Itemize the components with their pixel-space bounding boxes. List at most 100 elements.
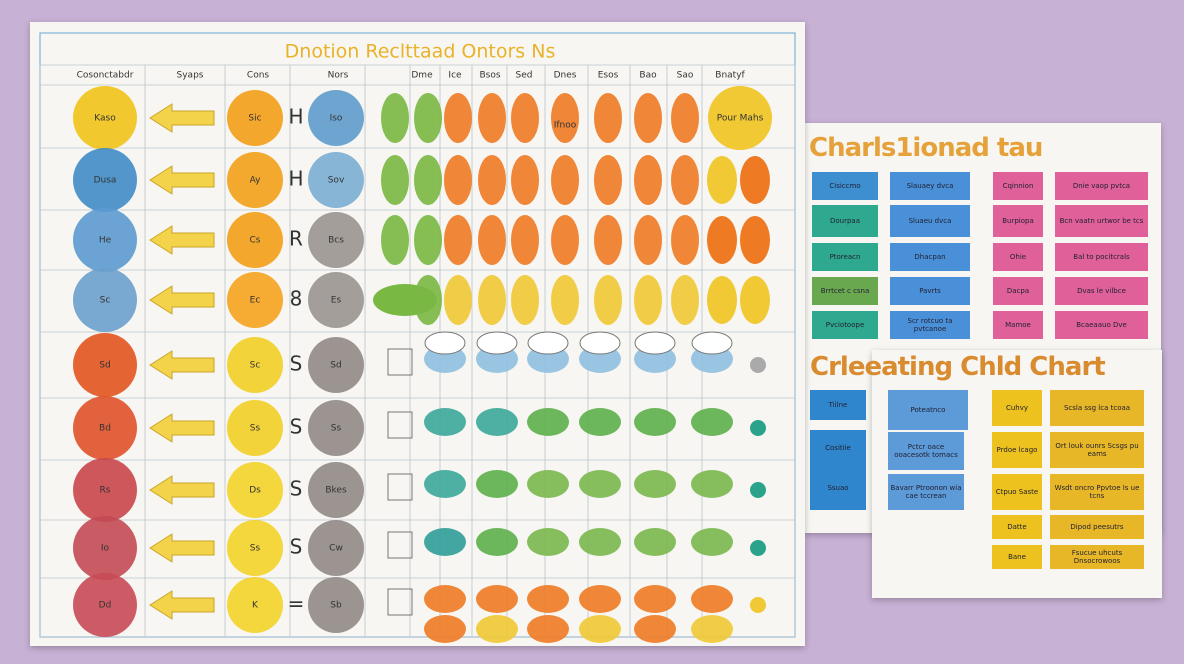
note: Pour Mahs <box>717 114 764 124</box>
blob <box>551 275 579 325</box>
label-box: Dhacpan <box>890 243 970 271</box>
blob <box>444 275 472 325</box>
blob <box>478 155 506 205</box>
yellow-box: Cuhvy <box>992 390 1042 426</box>
circle-label: Sc <box>100 296 111 306</box>
blob <box>579 528 621 556</box>
sketch <box>387 473 413 501</box>
blob <box>414 275 442 325</box>
blob <box>527 528 569 556</box>
symbol: = <box>288 592 305 616</box>
blob <box>708 86 772 150</box>
label-box: Cqinnion <box>993 172 1043 200</box>
yellow-box: Ort louk ounrs Scsgs pu eams <box>1050 432 1144 468</box>
symbol: R <box>289 227 303 251</box>
circle <box>308 90 364 146</box>
arrow <box>149 103 215 133</box>
blob <box>424 585 466 613</box>
blob <box>634 275 662 325</box>
blob <box>634 528 676 556</box>
bubble <box>476 331 518 355</box>
blob <box>634 155 662 205</box>
circle-label: K <box>252 601 259 611</box>
yellow-box: Wsdt oncro Ppvtoe Is ue tcns <box>1050 474 1144 510</box>
blob <box>634 215 662 265</box>
circle <box>308 462 364 518</box>
blob <box>527 408 569 436</box>
blob <box>551 215 579 265</box>
blob <box>634 408 676 436</box>
bubble <box>634 331 676 355</box>
label-box: Mamoe <box>993 311 1043 339</box>
circle-label: Cw <box>329 544 343 554</box>
blob <box>414 215 442 265</box>
circle-label: Ss <box>331 424 342 434</box>
blob <box>634 615 676 643</box>
circle <box>73 208 137 272</box>
label-box: Slauaey dvca <box>890 172 970 200</box>
symbol: H <box>288 167 303 191</box>
circle-label: Io <box>101 544 110 554</box>
blob <box>476 585 518 613</box>
circle-label: Bkes <box>325 486 347 496</box>
blob <box>476 470 518 498</box>
blob <box>707 156 737 204</box>
blob <box>551 93 579 143</box>
label-box: Dourpaa <box>812 205 878 237</box>
circle-label: Sov <box>328 176 345 186</box>
circle-label: Iso <box>330 114 343 124</box>
blob <box>444 93 472 143</box>
symbol: S <box>290 477 303 501</box>
circle <box>227 152 283 208</box>
blue-box: Bavarr Ptroonon wia cae tccrean <box>888 474 964 510</box>
blob <box>691 615 733 643</box>
label-box: Sluaeu dvca <box>890 205 970 237</box>
arrow <box>149 475 215 505</box>
sketch <box>387 588 413 616</box>
label-box: Ptoreacn <box>812 243 878 271</box>
circle <box>308 212 364 268</box>
blob <box>671 215 699 265</box>
dot <box>750 357 766 373</box>
blob <box>424 470 466 498</box>
yellow-box: Fsucue uhcuts Dnsocrowoos <box>1050 545 1144 569</box>
arrow <box>149 225 215 255</box>
blob <box>478 93 506 143</box>
label-box: Cisiccmo <box>812 172 878 200</box>
left-title: Dnotion Reclttaad Ontors Ns <box>285 41 556 63</box>
label-box: Dvas le vilbce <box>1055 277 1148 305</box>
blob <box>579 470 621 498</box>
dot <box>750 597 766 613</box>
yellow-box: Dipod peesutrs <box>1050 515 1144 539</box>
blob <box>579 408 621 436</box>
blob <box>527 585 569 613</box>
circle-label: Dusa <box>94 176 117 186</box>
blob <box>511 215 539 265</box>
circle-label: Sd <box>99 361 110 371</box>
panel-one-title: Charls1ionad tau <box>809 133 1043 163</box>
blob <box>671 155 699 205</box>
circle-label: Kaso <box>94 114 116 124</box>
circle-label: Es <box>331 296 342 306</box>
circle <box>308 337 364 393</box>
blob <box>671 93 699 143</box>
side-box: Tiilne <box>810 390 866 420</box>
blob <box>381 215 409 265</box>
blob <box>691 470 733 498</box>
blob <box>476 408 518 436</box>
blob <box>594 275 622 325</box>
column-header: Ice <box>448 71 462 81</box>
circle <box>227 400 283 456</box>
blob <box>478 215 506 265</box>
blob <box>691 408 733 436</box>
column-header: Dnes <box>554 71 577 81</box>
column-header: Cosonctabdr <box>77 71 134 81</box>
blob <box>707 216 737 264</box>
dot <box>750 420 766 436</box>
circle <box>227 520 283 576</box>
yellow-box: Datte <box>992 515 1042 539</box>
circle-label: Ss <box>250 424 261 434</box>
blue-box: Poteatnco <box>888 390 968 430</box>
